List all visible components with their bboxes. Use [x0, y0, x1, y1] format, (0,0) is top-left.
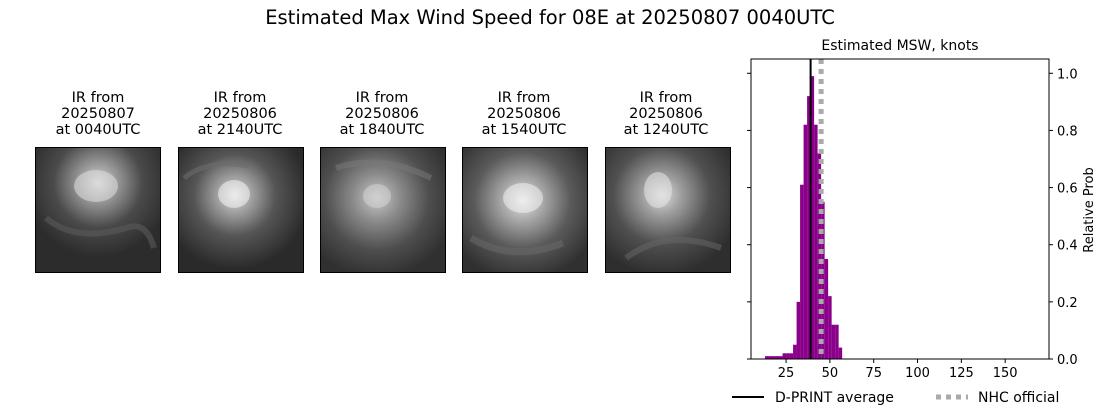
histogram-bar	[779, 356, 783, 359]
ir-panel-label: IR from 20250807 at 0040UTC	[28, 90, 168, 138]
legend-dprint-label: D-PRINT average	[775, 390, 894, 406]
ir-label-line1: IR from	[71, 90, 125, 106]
ir-label-date: 20250806	[629, 106, 703, 122]
histogram-bar	[772, 356, 776, 359]
histogram-bar	[814, 124, 818, 359]
ir-image-panel	[462, 147, 588, 273]
y-tick-label: 0.8	[1057, 124, 1078, 139]
y-tick-label: 0.4	[1057, 239, 1078, 254]
y-axis-label: Relative Prob	[1082, 167, 1097, 252]
histogram-bar	[796, 301, 801, 359]
x-tick-label: 125	[949, 366, 974, 381]
x-tick-label: 25	[778, 366, 795, 381]
histogram-bar	[775, 356, 780, 359]
ir-panel-label: IR from 20250806 at 1540UTC	[454, 90, 594, 138]
ir-panel-label: IR from 20250806 at 1240UTC	[596, 90, 736, 138]
histogram-bar	[786, 353, 790, 359]
histogram-bar	[817, 153, 822, 359]
histogram-bar	[768, 356, 773, 359]
ir-image-panel	[605, 147, 731, 273]
ir-label-time: at 2140UTC	[197, 122, 283, 138]
y-tick-label: 0.6	[1057, 182, 1078, 197]
y-tick-label: 0.2	[1057, 296, 1078, 311]
x-tick-label: 100	[905, 366, 930, 381]
ir-image-panel	[35, 147, 161, 273]
legend-nhc-label: NHC official	[978, 390, 1059, 406]
x-tick-label: 75	[865, 366, 882, 381]
histogram-bar	[828, 296, 832, 359]
ir-panel-label: IR from 20250806 at 2140UTC	[170, 90, 310, 138]
histogram-bar	[824, 259, 829, 359]
y-tick-label: 0.0	[1057, 353, 1078, 368]
ir-satellite-image	[36, 148, 160, 272]
histogram-bar	[835, 324, 839, 359]
ir-label-date: 20250806	[487, 106, 561, 122]
ir-satellite-image	[321, 148, 445, 272]
ir-satellite-image	[463, 148, 587, 272]
y-axis-ticks: 0.0 0.2 0.4 0.6 0.8 1.0	[747, 67, 1078, 368]
x-tick-label: 50	[822, 366, 839, 381]
ir-image-panel	[178, 147, 304, 273]
x-tick-label: 150	[993, 366, 1018, 381]
ir-label-line1: IR from	[213, 90, 267, 106]
y-tick-label: 1.0	[1057, 67, 1078, 82]
ir-label-time: at 1840UTC	[339, 122, 425, 138]
ir-label-date: 20250807	[61, 106, 135, 122]
ir-label-time: at 1240UTC	[623, 122, 709, 138]
ir-label-line1: IR from	[497, 90, 551, 106]
histogram-bar	[831, 324, 836, 359]
ir-label-line1: IR from	[355, 90, 409, 106]
histogram-bar	[793, 344, 797, 359]
histogram-bar	[810, 76, 815, 360]
x-axis-ticks: 25 50 75 100 125 150	[778, 359, 1018, 381]
ir-satellite-image	[179, 148, 303, 272]
histogram-bar	[838, 347, 843, 359]
ir-label-line1: IR from	[639, 90, 693, 106]
ir-panel-label: IR from 20250806 at 1840UTC	[312, 90, 452, 138]
ir-label-date: 20250806	[203, 106, 277, 122]
histogram-bar	[800, 184, 804, 359]
histogram-bars	[765, 76, 843, 360]
chart-title: Estimated MSW, knots	[821, 38, 978, 54]
plot-frame	[750, 58, 1050, 360]
ir-image-panel	[320, 147, 446, 273]
figure-title: Estimated Max Wind Speed for 08E at 2025…	[265, 6, 835, 29]
histogram-bar	[803, 124, 808, 359]
histogram-bar	[789, 353, 794, 359]
ir-label-time: at 1540UTC	[481, 122, 567, 138]
histogram-bar	[782, 353, 787, 359]
ir-label-time: at 0040UTC	[55, 122, 141, 138]
ir-satellite-image	[606, 148, 730, 272]
histogram-bar	[765, 356, 769, 359]
histogram-bar	[807, 96, 811, 360]
ir-label-date: 20250806	[345, 106, 419, 122]
